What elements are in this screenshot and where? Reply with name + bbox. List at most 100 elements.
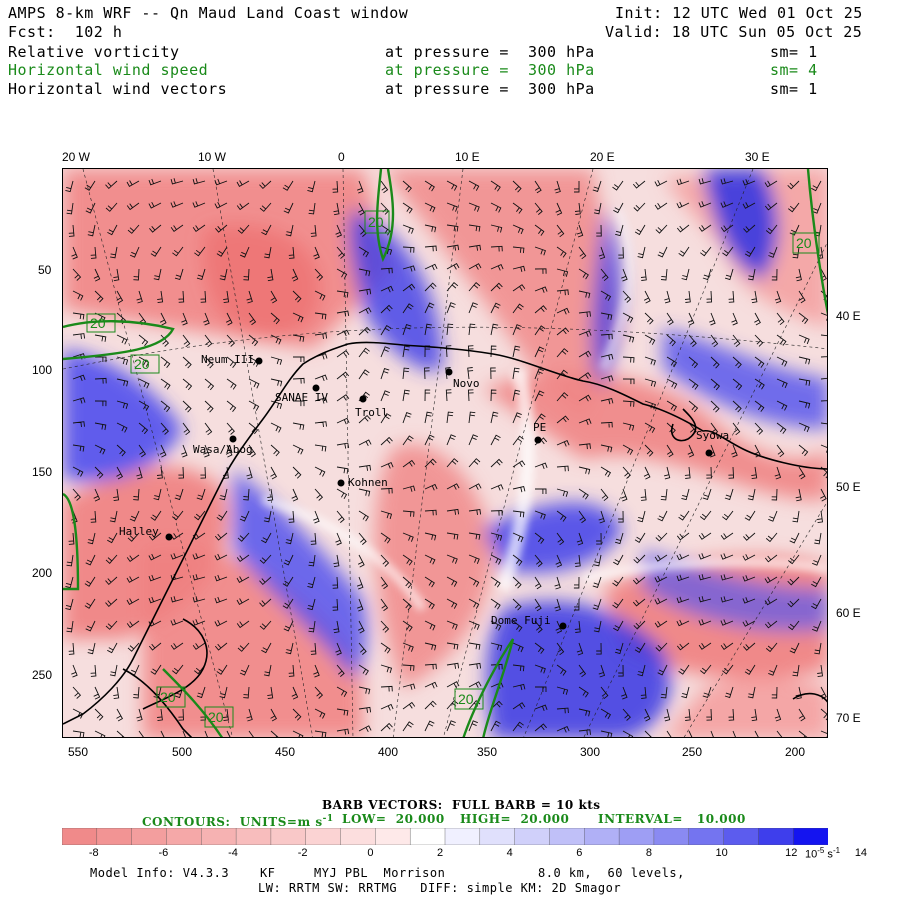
wind-barb — [160, 356, 171, 368]
wind-barb — [127, 642, 140, 652]
wind-barb — [678, 246, 690, 257]
wind-barb — [237, 642, 250, 652]
wind-barb — [236, 180, 250, 188]
wind-barb — [634, 642, 646, 654]
grid-x-450: 450 — [275, 745, 296, 759]
wind-barb — [512, 721, 524, 732]
wind-barb — [490, 282, 503, 292]
wind-barb — [288, 246, 295, 259]
wind-barb — [116, 708, 124, 722]
wind-barb — [535, 488, 547, 494]
wind-barb — [747, 686, 756, 699]
wind-barb — [732, 422, 741, 436]
wind-barb — [789, 532, 800, 544]
wind-barb — [655, 532, 668, 542]
wind-barb — [237, 532, 250, 542]
wind-barb — [709, 312, 716, 326]
station-label: PE — [533, 421, 546, 434]
wind-barb — [640, 686, 647, 699]
wind-barb — [776, 334, 787, 346]
wind-barb — [820, 708, 827, 721]
wind-barb — [684, 708, 691, 721]
wind-barb — [534, 532, 545, 544]
wind-barb — [133, 268, 140, 281]
contours-high: HIGH= 20.000 — [460, 812, 570, 826]
wind-barb — [358, 369, 370, 380]
wind-barb — [534, 368, 544, 380]
wind-barb — [612, 576, 624, 587]
wind-barb — [534, 286, 548, 293]
wind-barb — [336, 371, 350, 380]
wind-barb — [776, 730, 783, 737]
grid-x-500: 500 — [172, 745, 193, 759]
wind-barb — [116, 290, 124, 304]
wind-barb — [698, 574, 712, 581]
colorbar-bin — [235, 828, 272, 845]
wind-barb — [90, 510, 97, 523]
wind-barb — [402, 620, 413, 632]
init-time: Init: 12 UTC Wed 01 Oct 25 — [615, 4, 863, 22]
wind-barb — [600, 353, 614, 361]
wind-barb — [535, 686, 547, 692]
colorbar — [62, 828, 828, 845]
wind-barb — [467, 389, 474, 402]
wind-barb — [490, 264, 504, 271]
wind-barb — [380, 368, 390, 380]
wind-barb — [702, 268, 712, 281]
wind-barb — [688, 334, 697, 347]
wind-barb — [654, 620, 668, 628]
wind-barb — [94, 708, 104, 721]
wind-barb — [308, 554, 316, 567]
wind-barb — [622, 334, 635, 343]
wind-barb — [512, 702, 526, 710]
wind-barb — [776, 422, 787, 434]
wind-barb — [655, 224, 668, 234]
wind-barb — [618, 664, 624, 677]
wind-barb — [402, 721, 414, 732]
wind-barb — [380, 267, 393, 274]
wind-barb — [172, 510, 184, 521]
wind-barb — [593, 620, 602, 633]
wind-barb — [576, 532, 584, 546]
wind-barb — [127, 532, 140, 542]
wind-barb — [358, 510, 369, 522]
wind-barb — [336, 466, 349, 474]
wind-barb — [600, 312, 613, 321]
colorbar-tick-label: 0 — [367, 847, 374, 859]
wind-barb — [402, 283, 416, 292]
wind-barb — [358, 307, 372, 314]
field-1-level: at pressure = 300 hPa — [385, 43, 595, 61]
grid-x-350: 350 — [477, 745, 498, 759]
wind-barb — [72, 488, 81, 501]
contour-label: 20 — [458, 691, 474, 707]
wind-barb — [270, 730, 279, 737]
wind-barb — [724, 268, 734, 281]
wind-barb — [684, 466, 691, 479]
wind-barb — [85, 554, 96, 566]
wind-barb — [744, 510, 756, 521]
wind-barb — [116, 466, 124, 480]
wind-barb — [314, 444, 327, 452]
wind-barb — [490, 434, 501, 446]
wind-barb — [110, 246, 118, 259]
wind-barb — [292, 290, 302, 303]
wind-barb — [214, 553, 228, 561]
wind-barb — [768, 510, 778, 522]
wind-barb — [236, 554, 250, 563]
wind-barb — [534, 704, 548, 711]
wind-barb — [94, 466, 104, 479]
grid-y-200: 200 — [32, 566, 53, 580]
wind-barb — [314, 332, 328, 339]
wind-barb — [402, 510, 415, 517]
wind-barb — [94, 290, 104, 303]
wind-barb — [116, 378, 129, 387]
wind-barb — [655, 642, 668, 652]
lon-label-20e: 20 E — [590, 150, 615, 164]
wind-barb — [657, 510, 668, 522]
wind-barb — [148, 596, 162, 604]
wind-barb — [664, 290, 671, 304]
wind-barb — [267, 268, 274, 282]
wind-barb — [720, 201, 734, 208]
station-marker — [165, 533, 173, 541]
wind-barb — [138, 400, 150, 411]
